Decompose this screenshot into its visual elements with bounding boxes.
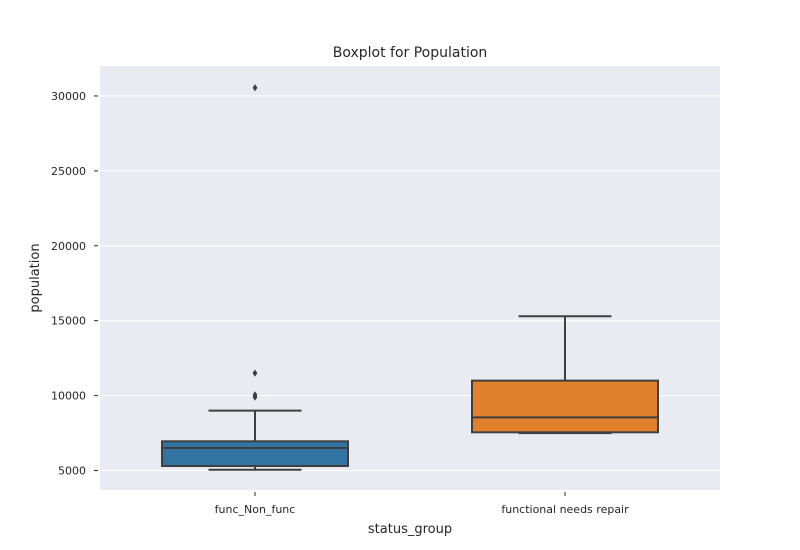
outlier-point xyxy=(252,84,258,92)
y-tick-label: 30000 xyxy=(51,90,86,103)
grid-lines xyxy=(100,95,720,472)
y-tick-label: 5000 xyxy=(58,465,86,478)
x-tick-label: func_Non_func xyxy=(215,503,296,516)
box-1 xyxy=(471,379,659,434)
chart-title: Boxplot for Population xyxy=(333,45,488,61)
outlier-point xyxy=(252,391,258,399)
box-0 xyxy=(161,440,349,468)
y-tick-label: 10000 xyxy=(51,390,86,403)
y-tick-label: 20000 xyxy=(51,240,86,253)
y-tick-label: 25000 xyxy=(51,165,86,178)
y-tick-label: 15000 xyxy=(51,315,86,328)
x-axis-label: status_group xyxy=(368,522,452,537)
boxes-group xyxy=(161,84,659,471)
y-tick-labels: 5000 10000 15000 20000 25000 30000 xyxy=(51,90,98,478)
x-tick-labels: func_Non_func functional needs repair xyxy=(215,492,629,516)
outlier-point xyxy=(252,369,258,377)
y-axis-label: population xyxy=(28,243,43,312)
x-tick-label: functional needs repair xyxy=(501,503,629,516)
